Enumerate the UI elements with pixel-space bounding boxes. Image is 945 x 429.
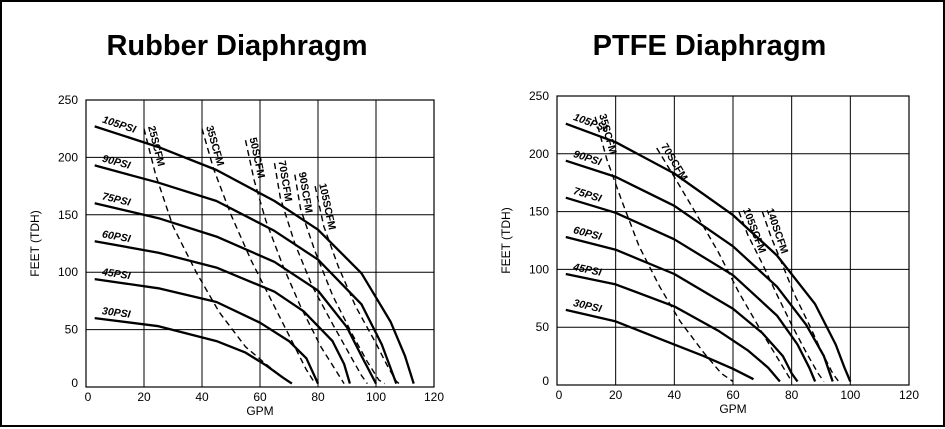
x-tick-label: 120: [424, 390, 444, 404]
y-tick-label: 0: [542, 374, 549, 388]
y-tick-label: 50: [65, 323, 79, 337]
y-axis-label: FEET (TDH): [28, 210, 42, 276]
pressure-curve-label: 60PSI: [101, 228, 132, 245]
chart-title: Rubber Diaphragm: [106, 30, 368, 62]
x-tick-label: 100: [840, 388, 860, 402]
x-tick-label: 20: [609, 388, 623, 402]
air-curve-label: 50SCFM: [247, 136, 268, 179]
x-tick-label: 80: [785, 388, 799, 402]
air-curve-35scfm: [201, 128, 316, 384]
x-tick-label: 100: [366, 390, 386, 404]
air-curve-90scfm: [294, 174, 386, 385]
y-tick-label: 200: [58, 150, 78, 164]
y-tick-label: 50: [536, 320, 550, 334]
x-tick-label: 80: [311, 390, 325, 404]
x-axis-label: GPM: [246, 404, 273, 418]
pressure-curve-75psi: [565, 196, 817, 382]
pressure-curve-60psi: [565, 235, 799, 383]
pressure-curve-label: 30PSI: [101, 305, 132, 321]
x-axis-label: GPM: [719, 402, 746, 416]
x-tick-label: 0: [85, 390, 92, 404]
air-curve-35scfm: [594, 116, 734, 383]
air-curve-105scfm: [738, 211, 825, 382]
y-axis-label: FEET (TDH): [499, 207, 513, 273]
x-tick-label: 40: [195, 390, 209, 404]
ptfe-diaphragm-chart: 0 20 40 60 80 100 120 0 50 100 150 200 250 GPM FEET (T…: [499, 89, 919, 416]
pressure-curve-45psi: [565, 272, 781, 383]
air-curve-label: 90SCFM: [296, 171, 315, 214]
pressure-curve-60psi: [94, 240, 352, 384]
pressure-curve-30psi: [565, 308, 755, 381]
pressure-curve-105psi: [94, 125, 415, 384]
plot-border: [556, 95, 910, 386]
y-tick-label: 200: [529, 147, 549, 161]
rubber-diaphragm-chart: 0 20 40 60 80 100 120 0 50 100 150 200 250 GPM FEET (T…: [28, 93, 444, 418]
y-tick-label: 150: [529, 205, 549, 219]
y-tick-label: 100: [58, 265, 78, 279]
air-curve-label: 70SCFM: [276, 160, 295, 203]
pressure-curve-45psi: [94, 277, 320, 385]
x-tick-label: 60: [726, 388, 740, 402]
plot-border: [85, 99, 435, 388]
air-curve-label: 105SCFM: [740, 206, 768, 255]
x-tick-label: 0: [556, 388, 563, 402]
y-tick-label: 100: [529, 262, 549, 276]
pressure-curve-105psi: [565, 122, 852, 382]
pressure-curve-label: 45PSI: [100, 266, 132, 282]
chart-title: PTFE Diaphragm: [592, 30, 827, 62]
air-curve-label: 35SCFM: [203, 124, 226, 167]
pressure-curve-90psi: [94, 164, 398, 384]
x-tick-label: 60: [253, 390, 267, 404]
y-tick-label: 250: [529, 89, 549, 103]
air-curve-25scfm: [143, 128, 281, 377]
y-tick-label: 150: [58, 208, 78, 222]
ptfe-diaphragm-panel: PTFE Diaphragm 0 20 40 60 80 100 120 0 50 100 150 2…: [472, 2, 945, 429]
air-curve-50scfm: [244, 140, 345, 384]
y-tick-label: 250: [58, 93, 78, 107]
pressure-curve-30psi: [94, 316, 293, 385]
x-tick-label: 20: [137, 390, 151, 404]
pressure-curve-90psi: [565, 159, 834, 382]
x-tick-label: 40: [668, 388, 682, 402]
pressure-curve-label: 90PSI: [572, 148, 604, 169]
rubber-diaphragm-panel: Rubber Diaphragm 0 20 40 60 80 100 120 0 50 100 15…: [2, 2, 472, 429]
air-curve-140scfm: [761, 211, 840, 382]
x-tick-label: 120: [899, 388, 919, 402]
y-tick-label: 0: [71, 376, 78, 390]
pressure-curve-75psi: [94, 202, 378, 385]
pressure-curve-label: 105PSI: [101, 114, 138, 136]
